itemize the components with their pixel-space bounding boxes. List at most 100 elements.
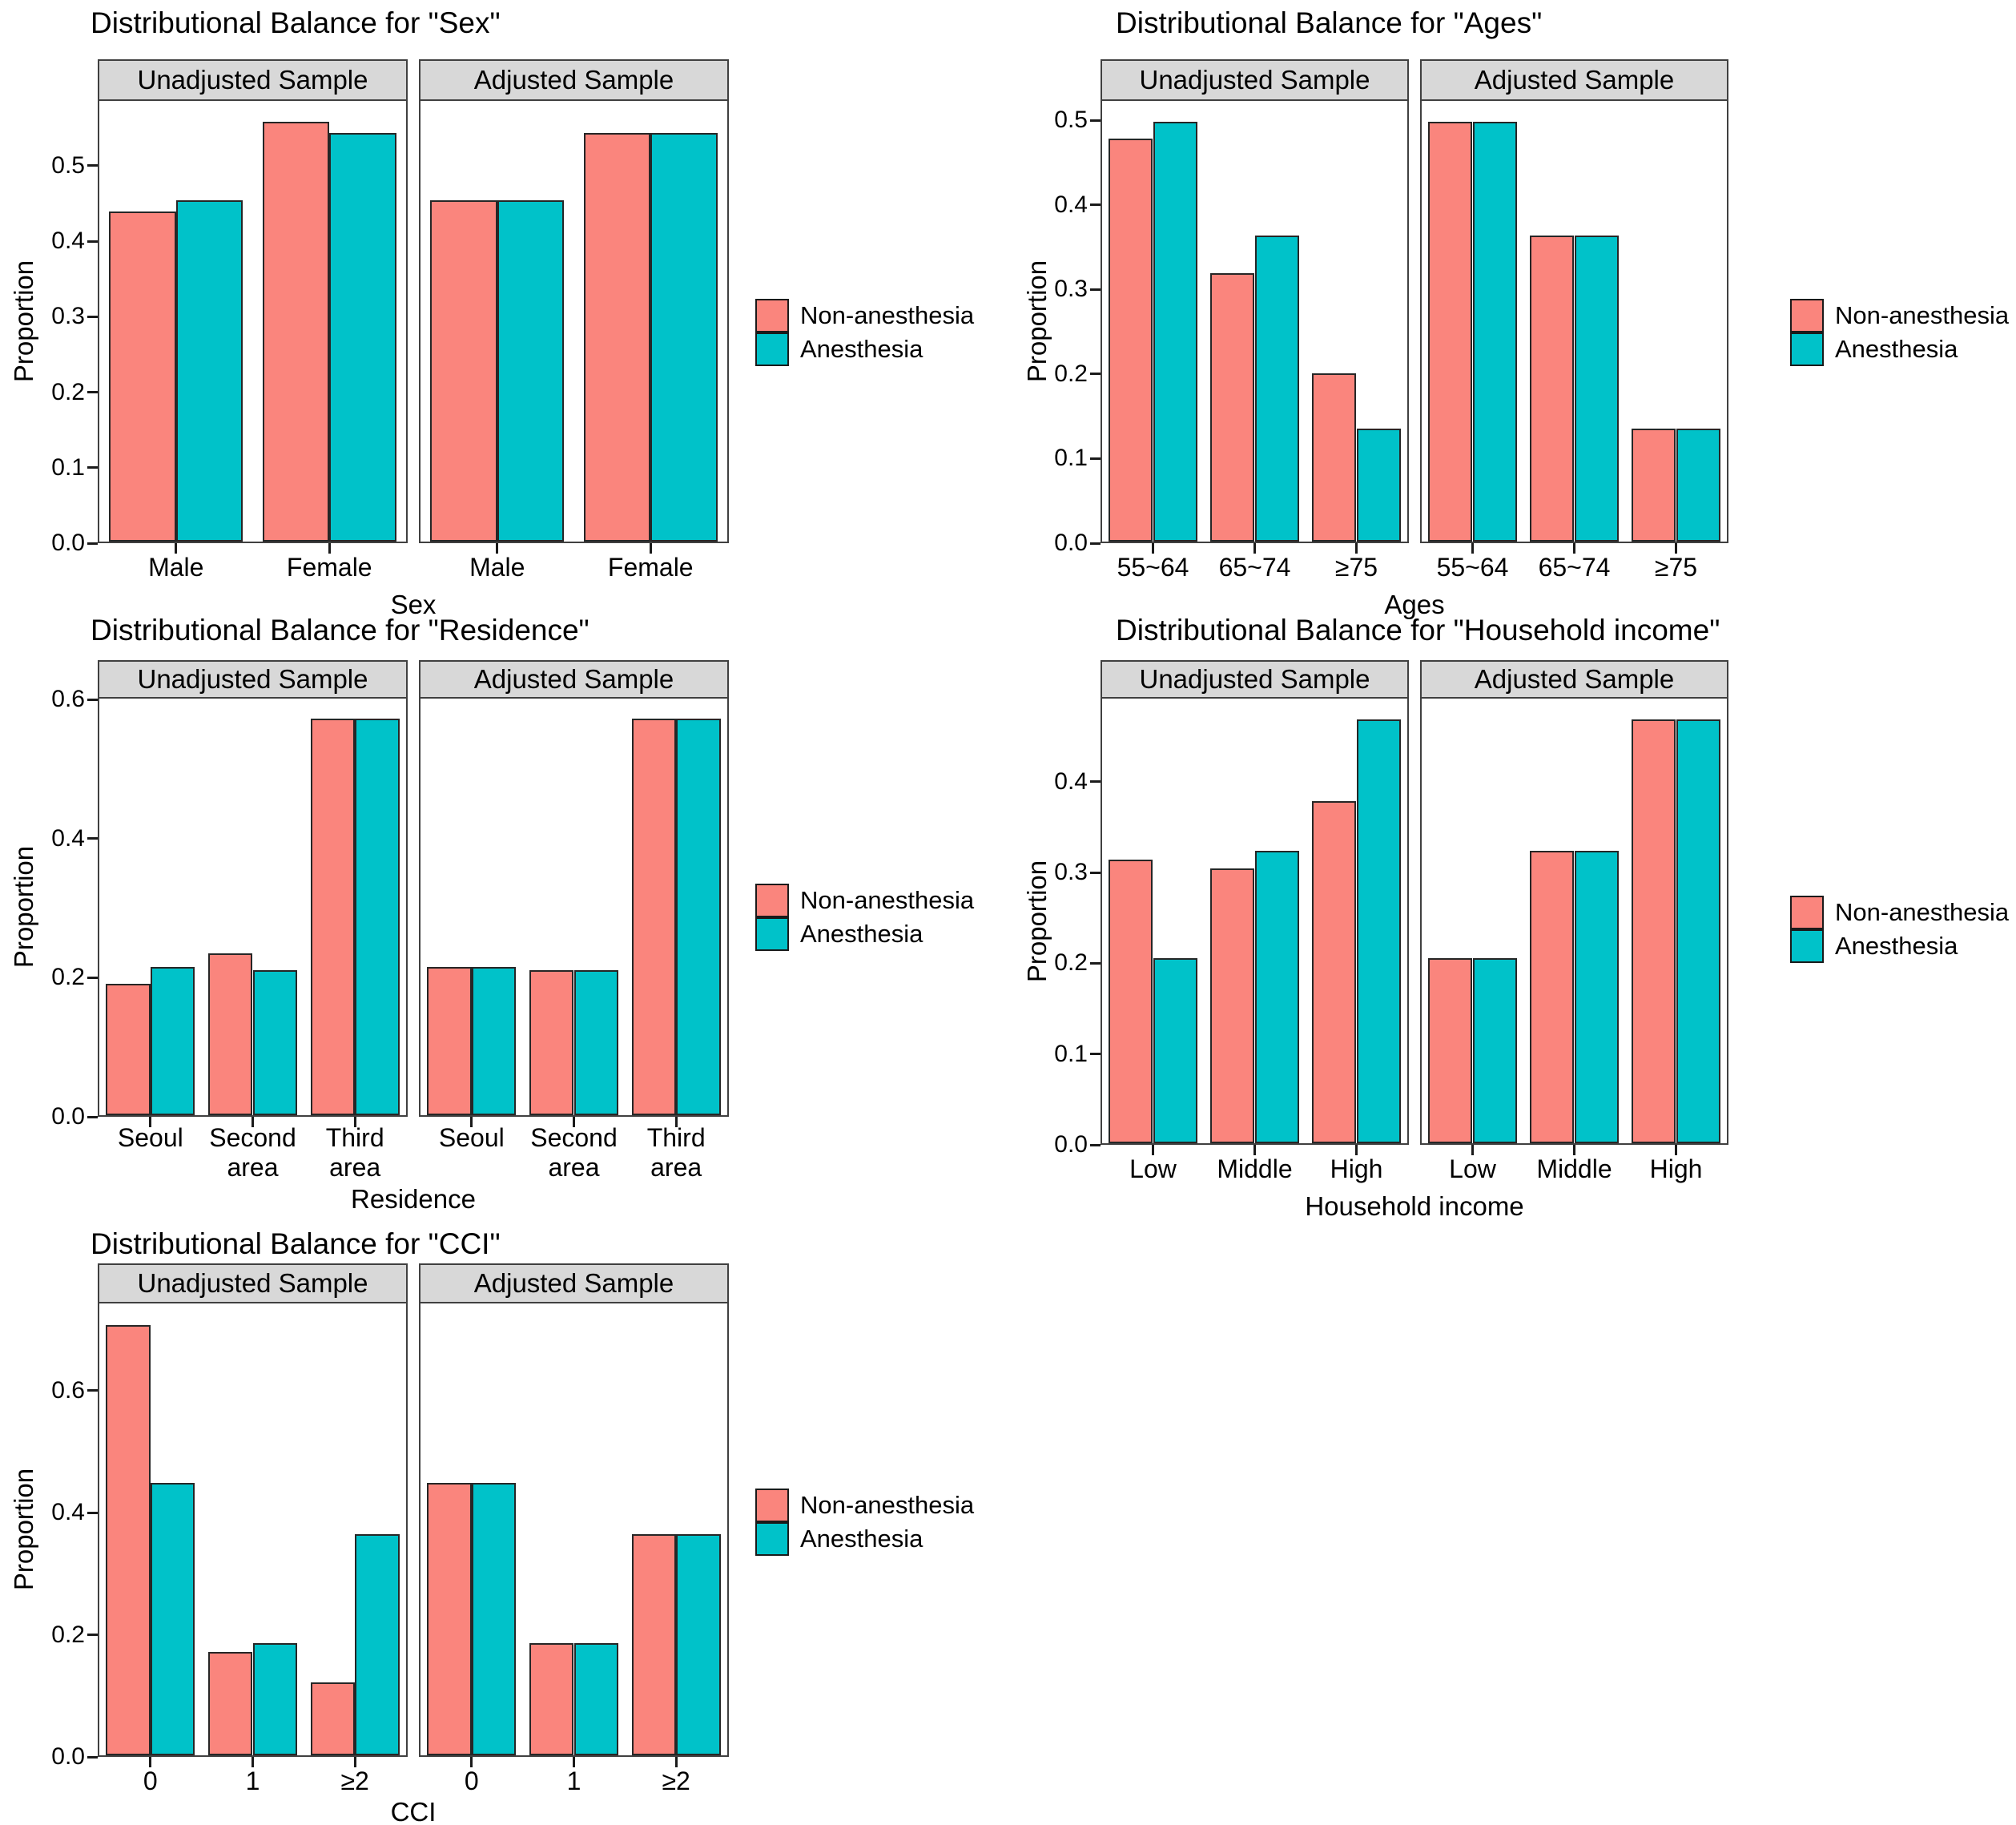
y-tick-mark <box>87 976 98 979</box>
x-tick-mark <box>573 1757 575 1767</box>
facet-strip-label: Adjusted Sample <box>1474 664 1675 694</box>
y-tick-label: 0.4 <box>51 824 85 852</box>
x-tick-label: Male <box>469 553 525 582</box>
x-tick-label: Low <box>1449 1154 1496 1183</box>
x-tick-label: 0 <box>143 1767 158 1795</box>
bar-non-anesthesia <box>1312 800 1357 1143</box>
x-tick-mark <box>149 1757 152 1767</box>
y-tick-mark <box>87 1634 98 1637</box>
bar-non-anesthesia <box>1632 428 1676 542</box>
y-tick-label: 0.3 <box>51 303 85 330</box>
x-tick-mark <box>1152 543 1154 554</box>
x-tick-mark <box>1675 1145 1677 1155</box>
x-tick-label: ≥2 <box>662 1767 690 1795</box>
x-tick-mark <box>175 543 178 554</box>
x-tick-mark <box>1253 1145 1256 1155</box>
legend-swatch-non-anesthesia <box>1790 299 1824 332</box>
y-tick-label: 0.1 <box>1054 1040 1088 1067</box>
bar-non-anesthesia <box>262 122 330 542</box>
bar-non-anesthesia <box>529 970 574 1115</box>
bar-non-anesthesia <box>1530 850 1575 1143</box>
bar-non-anesthesia <box>1109 859 1153 1143</box>
facet-strip-label: Adjusted Sample <box>473 65 674 95</box>
bar-anesthesia <box>252 1643 298 1755</box>
legend-label-anesthesia: Anesthesia <box>800 1525 923 1553</box>
y-tick-mark <box>87 698 98 701</box>
bar-anesthesia <box>1356 428 1401 542</box>
x-tick-label: Middle <box>1217 1154 1293 1183</box>
y-tick-mark <box>87 164 98 167</box>
facet-panel <box>1101 697 1409 1145</box>
x-tick-label: Second area <box>530 1123 618 1182</box>
facet-strip-label: Unadjusted Sample <box>1139 65 1370 95</box>
legend-swatch-non-anesthesia <box>755 1489 789 1522</box>
legend-label-non-anesthesia: Non-anesthesia <box>800 886 975 914</box>
y-tick-label: 0.4 <box>1054 191 1088 218</box>
bar-non-anesthesia <box>1632 719 1676 1143</box>
x-tick-label: Second area <box>209 1123 296 1182</box>
bar-anesthesia <box>1574 850 1619 1143</box>
bar-non-anesthesia <box>1210 272 1255 542</box>
bar-non-anesthesia <box>427 966 472 1115</box>
legend-swatch-non-anesthesia <box>755 299 789 332</box>
y-tick-mark <box>1090 780 1101 784</box>
legend-label-non-anesthesia: Non-anesthesia <box>800 301 975 329</box>
x-tick-mark <box>149 1117 152 1127</box>
x-axis-label: Sex <box>390 590 437 619</box>
chart-title: Distributional Balance for "Sex" <box>91 6 501 39</box>
y-tick-label: 0.4 <box>51 1499 85 1526</box>
x-tick-label: Middle <box>1536 1154 1612 1183</box>
x-tick-label: ≥2 <box>340 1767 369 1795</box>
y-tick-mark <box>87 391 98 394</box>
facet-strip: Unadjusted Sample <box>98 59 408 101</box>
facet-strip: Unadjusted Sample <box>1101 660 1409 699</box>
chart-title: Distributional Balance for "CCI" <box>91 1227 501 1260</box>
legend-label-non-anesthesia: Non-anesthesia <box>1835 898 2010 926</box>
chart-title: Distributional Balance for "Residence" <box>91 614 590 647</box>
bar-non-anesthesia <box>207 1652 253 1755</box>
bar-anesthesia <box>471 1482 517 1755</box>
y-tick-mark <box>87 542 98 545</box>
x-tick-label: Seoul <box>438 1123 505 1152</box>
bar-anesthesia <box>355 1533 400 1755</box>
x-tick-mark <box>353 1117 356 1127</box>
y-tick-mark <box>1090 373 1101 376</box>
legend: Non-anesthesia Anesthesia <box>1790 896 2016 963</box>
facet-strip-label: Unadjusted Sample <box>137 1268 368 1298</box>
bar-anesthesia <box>355 718 400 1115</box>
legend-swatch-anesthesia <box>1790 332 1824 366</box>
legend-label-non-anesthesia: Non-anesthesia <box>1835 301 2010 329</box>
y-tick-label: 0.5 <box>51 151 85 179</box>
x-tick-label: Female <box>286 553 372 582</box>
x-tick-label: 1 <box>245 1767 260 1795</box>
x-tick-mark <box>1675 543 1677 554</box>
y-tick-mark <box>1090 457 1101 460</box>
x-axis-label: CCI <box>390 1797 437 1825</box>
x-tick-mark <box>496 543 499 554</box>
legend-swatch-anesthesia <box>755 917 789 951</box>
x-tick-label: Male <box>148 553 204 582</box>
legend-label-anesthesia: Anesthesia <box>800 920 923 948</box>
y-tick-mark <box>87 466 98 469</box>
bar-anesthesia <box>573 1643 619 1755</box>
bar-non-anesthesia <box>109 212 176 542</box>
legend-swatch-non-anesthesia <box>755 884 789 917</box>
x-tick-mark <box>674 1757 678 1767</box>
x-tick-label: 55~64 <box>1436 553 1509 582</box>
bar-non-anesthesia <box>1109 139 1153 542</box>
bar-non-anesthesia <box>1428 958 1473 1143</box>
legend-swatch-non-anesthesia <box>1790 896 1824 929</box>
x-tick-mark <box>251 1757 254 1767</box>
x-tick-label: ≥75 <box>1654 553 1698 582</box>
facet-strip: Unadjusted Sample <box>1101 59 1409 101</box>
x-axis-label: Ages <box>1384 590 1445 619</box>
x-axis-label: Household income <box>1305 1191 1524 1221</box>
legend-swatch-anesthesia <box>755 332 789 366</box>
facet-strip-label: Adjusted Sample <box>473 1268 674 1298</box>
bar-anesthesia <box>650 133 718 542</box>
facet-strip-label: Unadjusted Sample <box>1139 664 1370 694</box>
facet-strip-label: Unadjusted Sample <box>137 664 368 694</box>
facet-strip-label: Adjusted Sample <box>1474 65 1675 95</box>
bar-non-anesthesia <box>310 1682 356 1755</box>
